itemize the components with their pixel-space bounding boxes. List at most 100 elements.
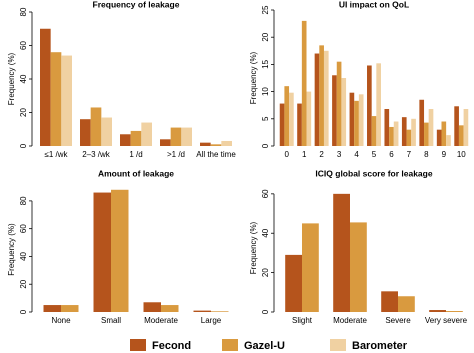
bar bbox=[40, 28, 51, 146]
x-tick-label: Very severe bbox=[425, 316, 468, 325]
bar bbox=[446, 135, 451, 146]
y-tick-label: 15 bbox=[261, 59, 270, 68]
bar bbox=[93, 192, 111, 312]
legend-swatch bbox=[330, 339, 346, 351]
bar bbox=[336, 61, 342, 146]
x-tick-label: Severe bbox=[385, 316, 411, 325]
legend-label: Fecond bbox=[152, 340, 191, 352]
bar bbox=[120, 134, 131, 146]
bar bbox=[350, 222, 367, 312]
x-tick-label: 2–3 /wk bbox=[82, 150, 111, 159]
x-tick-label: >1 /d bbox=[167, 150, 185, 159]
bar bbox=[302, 223, 319, 312]
bar bbox=[143, 302, 161, 312]
y-tick-label: 5 bbox=[261, 116, 270, 121]
x-tick-label: Small bbox=[101, 316, 121, 325]
bar bbox=[210, 144, 222, 146]
bar bbox=[193, 310, 211, 312]
x-tick-label: 3 bbox=[337, 150, 342, 159]
y-axis-label: Frequency (%) bbox=[249, 51, 258, 104]
x-tick-label: 8 bbox=[424, 150, 429, 159]
chart-title: ICIQ global score for leakage bbox=[315, 168, 432, 178]
bar bbox=[319, 45, 324, 146]
x-tick-label: 9 bbox=[442, 150, 447, 159]
x-tick-label: All the time bbox=[196, 150, 236, 159]
x-tick-label: Moderate bbox=[144, 316, 178, 325]
y-tick-label: 80 bbox=[19, 196, 28, 205]
x-tick-label: Large bbox=[201, 316, 222, 325]
bar bbox=[141, 122, 152, 146]
y-tick-label: 40 bbox=[19, 251, 28, 260]
y-tick-label: 10 bbox=[261, 87, 270, 96]
chart-title: Frequency of leakage bbox=[93, 0, 180, 9]
y-tick-label: 60 bbox=[19, 41, 28, 50]
bar bbox=[393, 121, 399, 146]
y-tick-label: 60 bbox=[261, 189, 270, 198]
bar bbox=[358, 94, 364, 146]
x-tick-label: 1 /d bbox=[129, 150, 142, 159]
bar bbox=[332, 75, 337, 146]
y-tick-label: 40 bbox=[261, 228, 270, 237]
bar bbox=[43, 305, 61, 312]
bar bbox=[181, 127, 192, 146]
y-tick-label: 0 bbox=[19, 309, 28, 314]
bar bbox=[384, 109, 390, 146]
y-tick-label: 20 bbox=[19, 279, 28, 288]
x-tick-label: 6 bbox=[389, 150, 394, 159]
bar bbox=[411, 118, 416, 146]
bar bbox=[301, 20, 307, 147]
x-tick-label: 1 bbox=[302, 150, 307, 159]
x-tick-label: Moderate bbox=[333, 316, 367, 325]
chart-title: UI impact on QoL bbox=[339, 0, 409, 9]
bar bbox=[160, 139, 171, 146]
y-tick-label: 20 bbox=[261, 268, 270, 277]
bar bbox=[200, 142, 211, 146]
bar bbox=[381, 291, 398, 312]
bar bbox=[424, 122, 429, 146]
y-axis-label: Frequency (%) bbox=[7, 52, 16, 105]
legend-label: Barometer bbox=[352, 340, 408, 352]
bar bbox=[398, 296, 415, 312]
x-tick-label: 2 bbox=[319, 150, 324, 159]
bar bbox=[441, 121, 447, 146]
x-tick-label: ≤1 /wk bbox=[44, 150, 68, 159]
bar bbox=[389, 126, 394, 146]
chart-title: Amount of leakage bbox=[98, 168, 174, 178]
bar bbox=[428, 109, 434, 146]
bar bbox=[306, 91, 312, 146]
bar bbox=[463, 109, 469, 146]
bar bbox=[50, 52, 62, 147]
legend-label: Gazel-U bbox=[244, 340, 285, 352]
bar bbox=[279, 103, 285, 146]
y-tick-label: 40 bbox=[19, 74, 28, 83]
y-tick-label: 0 bbox=[261, 309, 270, 314]
x-tick-label: Slight bbox=[292, 316, 313, 325]
y-tick-label: 25 bbox=[261, 5, 270, 14]
bar bbox=[323, 50, 329, 146]
bar bbox=[170, 127, 182, 146]
bar bbox=[221, 140, 232, 146]
bar bbox=[284, 86, 290, 146]
bar bbox=[61, 55, 72, 146]
y-axis-label: Frequency (%) bbox=[249, 221, 258, 274]
y-tick-label: 0 bbox=[19, 143, 28, 148]
bar bbox=[111, 189, 129, 312]
legend-swatch bbox=[222, 339, 238, 351]
bar bbox=[406, 129, 412, 146]
bar bbox=[90, 107, 102, 146]
y-tick-label: 0 bbox=[261, 143, 270, 148]
bar bbox=[419, 99, 425, 146]
bar bbox=[80, 119, 91, 146]
bar bbox=[101, 117, 112, 146]
bar bbox=[436, 129, 442, 146]
bar bbox=[354, 100, 359, 146]
bar bbox=[454, 106, 459, 146]
x-tick-label: 4 bbox=[354, 150, 359, 159]
x-tick-label: 5 bbox=[372, 150, 377, 159]
bar bbox=[367, 65, 372, 146]
y-tick-label: 20 bbox=[261, 32, 270, 41]
y-tick-label: 80 bbox=[19, 7, 28, 16]
x-tick-label: 10 bbox=[457, 150, 466, 159]
bar bbox=[285, 254, 302, 312]
